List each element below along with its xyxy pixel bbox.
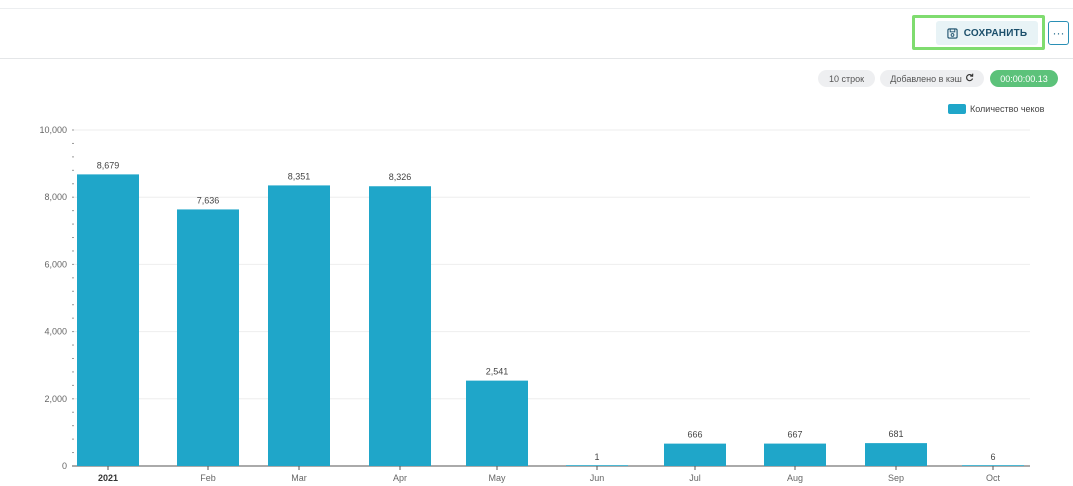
x-tick-label: Sep <box>888 473 904 483</box>
more-options-button[interactable]: ··· <box>1048 21 1069 45</box>
refresh-icon[interactable] <box>965 73 974 84</box>
chart-legend[interactable]: Количество чеков <box>948 104 1044 114</box>
bar-apr[interactable] <box>369 186 431 466</box>
save-label: СОХРАНИТЬ <box>963 27 1028 39</box>
data-label: 1 <box>594 452 599 462</box>
save-highlight-frame <box>912 15 1045 50</box>
data-label: 667 <box>787 430 802 440</box>
bar-2021[interactable] <box>77 174 139 466</box>
data-label: 8,326 <box>389 172 412 182</box>
bar-sep[interactable] <box>865 443 927 466</box>
bar-aug[interactable] <box>764 443 826 466</box>
x-tick-label: Aug <box>787 473 803 483</box>
data-label: 2,541 <box>486 367 509 377</box>
header-divider <box>0 58 1073 59</box>
top-divider <box>0 8 1073 9</box>
x-tick-label: Jul <box>689 473 701 483</box>
x-tick-label: May <box>488 473 506 483</box>
row-count-badge: 10 строк <box>818 70 875 87</box>
y-tick-label: 10,000 <box>39 125 67 135</box>
x-tick-label: Jun <box>590 473 605 483</box>
data-label: 7,636 <box>197 195 220 205</box>
x-tick-label: 2021 <box>98 473 118 483</box>
data-label: 6 <box>990 452 995 462</box>
bar-may[interactable] <box>466 380 528 466</box>
y-tick-label: 0 <box>62 461 67 471</box>
save-button[interactable]: СОХРАНИТЬ <box>936 21 1038 45</box>
legend-swatch <box>948 104 966 114</box>
cache-badge[interactable]: Добавлено в кэш <box>880 70 984 87</box>
data-label: 681 <box>888 429 903 439</box>
bar-mar[interactable] <box>268 185 330 466</box>
cache-label: Добавлено в кэш <box>890 73 962 84</box>
x-tick-label: Oct <box>986 473 1001 483</box>
data-label: 666 <box>687 430 702 440</box>
y-tick-label: 8,000 <box>44 192 67 202</box>
y-tick-label: 6,000 <box>44 259 67 269</box>
y-tick-label: 4,000 <box>44 327 67 337</box>
x-tick-label: Feb <box>200 473 216 483</box>
legend-label: Количество чеков <box>970 104 1045 114</box>
x-tick-label: Apr <box>393 473 407 483</box>
bar-jul[interactable] <box>664 443 726 466</box>
save-icon <box>947 27 958 39</box>
execution-time-badge: 00:00:00.13 <box>990 70 1058 87</box>
bar-jun[interactable] <box>566 465 628 466</box>
bar-feb[interactable] <box>177 209 239 466</box>
y-tick-label: 2,000 <box>44 394 67 404</box>
x-tick-label: Mar <box>291 473 307 483</box>
bar-oct[interactable] <box>962 465 1024 466</box>
data-label: 8,679 <box>97 160 120 170</box>
data-label: 8,351 <box>288 171 311 181</box>
